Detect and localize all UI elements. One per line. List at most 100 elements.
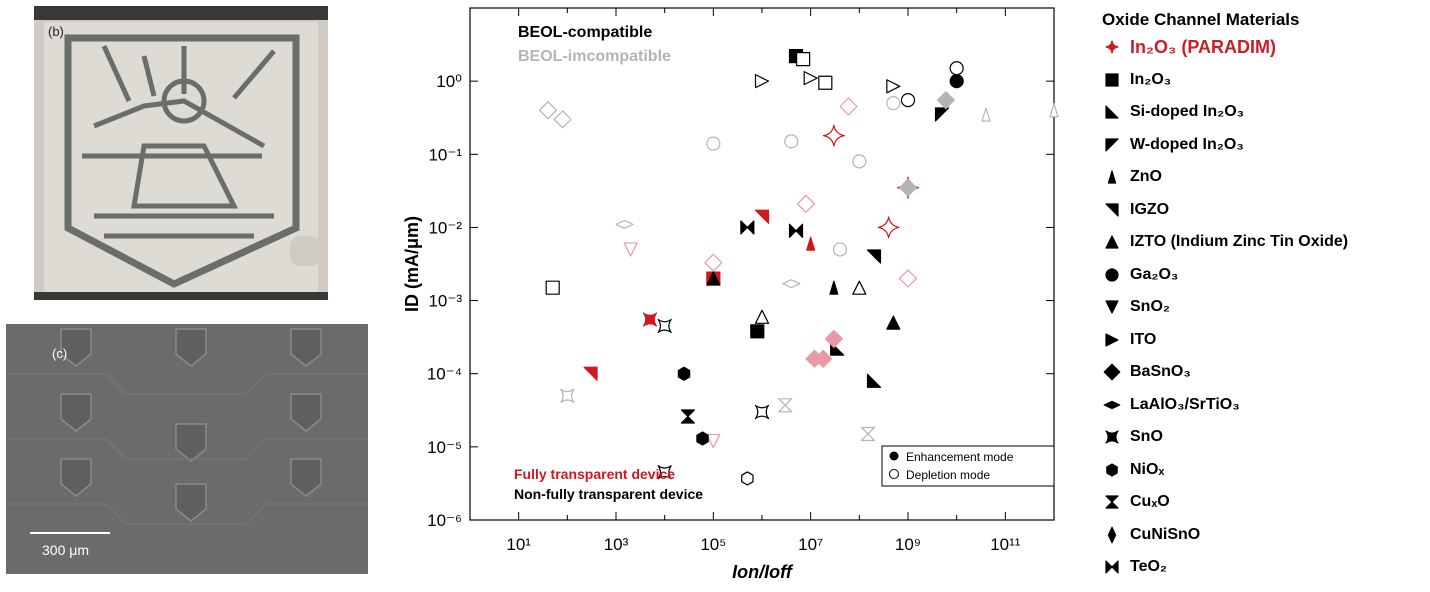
data-point-tri-right <box>754 74 770 89</box>
legend-item: Si-doped In₂O₃ <box>1100 99 1244 125</box>
legend-marker-tri-br <box>1105 105 1119 119</box>
data-point-tri-up <box>706 271 721 286</box>
legend-item: Ga₂O₃ <box>1100 262 1178 288</box>
y-tick-label: 10⁻¹ <box>428 145 462 164</box>
legend-item-label: CuNiSnO <box>1130 525 1201 543</box>
data-point-tri-right <box>803 71 818 86</box>
data-point-concave <box>560 388 575 403</box>
data-point-diamond <box>839 97 858 116</box>
legend-marker-shape <box>1107 170 1117 184</box>
legend-marker-hourglass <box>1105 495 1119 509</box>
x-tick-label: 10⁵ <box>700 535 726 554</box>
scale-bar-label: 300 μm <box>42 542 89 558</box>
legend-title: Oxide Channel Materials <box>1102 10 1300 29</box>
data-point-diamond <box>898 178 918 197</box>
legend-marker-thin-tri <box>1107 170 1117 184</box>
legend-marker-shape <box>1105 332 1119 347</box>
legend-marker-shape <box>1105 137 1119 152</box>
y-tick-label: 10⁰ <box>436 72 462 91</box>
scatter-chart: 10¹ 10³ 10⁵ 10⁷ 10⁹ 10¹¹ 10⁻⁶ 10⁻⁵ 10⁻⁴ 10⁻³ 10⁻²… <box>402 7 1059 582</box>
y-axis-label: ID (mA/μm) <box>402 216 422 312</box>
legend-item: ZnO <box>1100 164 1162 190</box>
data-point-flat-diamond <box>615 219 634 229</box>
panel-b-label: (b) <box>48 24 64 39</box>
data-point-diamond <box>814 349 833 368</box>
annotation-fully-transparent: Fully transparent device <box>514 466 675 482</box>
materials-legend: Oxide Channel Materials In₂O₃ (PARADIM) I… <box>1100 4 1425 584</box>
annotation-beol-compatible: BEOL-compatible <box>518 24 652 41</box>
data-point-concave <box>642 312 658 327</box>
data-point-bowtie <box>740 220 755 235</box>
data-points <box>538 48 1059 486</box>
legend-item-label: CuₓO <box>1130 493 1170 510</box>
data-point-tri-down <box>706 433 721 449</box>
data-point-thin-tri <box>981 107 991 122</box>
data-point-diamond <box>704 253 723 272</box>
photo-bottom-edge <box>34 292 328 300</box>
y-tick-label: 10⁻³ <box>428 292 462 311</box>
data-point-thin-tri <box>829 280 839 295</box>
data-point-hourglass <box>860 426 876 442</box>
data-point-tri-br <box>866 373 882 388</box>
data-point-circle <box>832 242 848 257</box>
shield-pattern <box>82 44 276 239</box>
legend-marker-shape <box>1105 495 1119 509</box>
data-point-circle <box>949 61 964 76</box>
micrograph-image <box>6 324 368 574</box>
panel-c-micrograph: (c) 300 μm <box>6 324 368 574</box>
data-point-tri-tr <box>583 366 598 381</box>
legend-marker-star4 <box>1105 40 1119 54</box>
legend-item-label: Si-doped In₂O₃ <box>1130 103 1245 120</box>
legend-item: W-doped In₂O₃ <box>1100 132 1244 158</box>
legend-item-label: BaSnO₃ <box>1130 363 1191 380</box>
annotation-beol-incompatible: BEOL-imcompatible <box>518 48 671 65</box>
x-tick-label: 10⁷ <box>798 535 823 554</box>
data-point-thin-tri <box>1049 103 1059 118</box>
legend-marker-flat-diamond <box>1103 400 1121 409</box>
legend-marker-shape <box>1105 72 1119 87</box>
legend-marker-tri-right <box>1105 332 1119 347</box>
x-tick-label: 10³ <box>604 535 629 554</box>
pixel-array-photo <box>34 6 328 300</box>
data-point-square <box>818 75 833 90</box>
legend-marker-hexagon <box>1106 462 1118 477</box>
x-tick-label: 10¹ <box>506 535 531 554</box>
data-point-circle <box>949 74 964 89</box>
legend-item-label: ZnO <box>1130 168 1162 185</box>
legend-marker-tri-tl <box>1105 137 1119 152</box>
data-point-circle <box>706 136 721 151</box>
legend-marker-shape <box>1107 526 1117 543</box>
legend-marker-bowtie <box>1105 560 1119 574</box>
data-point-tri-up <box>754 309 770 324</box>
legend-item: CuₓO <box>1100 489 1170 515</box>
x-tick-label: 10¹¹ <box>990 535 1021 554</box>
data-point-diamond <box>538 101 558 120</box>
y-tick-label: 10⁻² <box>428 218 462 237</box>
legend-item: NiOₓ <box>1100 457 1164 483</box>
data-point-hourglass <box>778 398 793 413</box>
legend-item: CuNiSnO <box>1100 522 1200 548</box>
data-point-circle <box>886 96 901 111</box>
annotation-non-fully-transparent: Non-fully transparent device <box>514 486 703 502</box>
data-point-star4 <box>822 124 845 147</box>
legend-item: SnO₂ <box>1100 294 1170 320</box>
legend-item: IZTO (Indium Zinc Tin Oxide) <box>1100 229 1348 255</box>
data-point-tri-tl <box>934 107 950 122</box>
data-point-tri-tr <box>866 249 882 264</box>
legend-marker-shape <box>1105 235 1119 249</box>
data-point-hexagon <box>741 471 754 486</box>
data-point-hourglass <box>680 409 695 424</box>
data-point-hexagon <box>677 366 691 381</box>
data-point-tri-tr <box>754 209 770 224</box>
legend-item: In₂O₃ (PARADIM) <box>1100 34 1276 60</box>
depletion-mode-label: Depletion mode <box>906 468 990 482</box>
legend-marker-shape <box>1105 40 1119 54</box>
mode-legend-box <box>881 445 1055 487</box>
panel-b-photo: (b) <box>34 6 328 300</box>
photo-corner-notch <box>290 236 320 266</box>
legend-item: SnO <box>1100 424 1163 450</box>
data-point-concave <box>657 465 672 480</box>
y-tick-label: 10⁻⁵ <box>427 438 462 457</box>
data-point-diamond <box>553 110 572 129</box>
legend-item-label: Ga₂O₃ <box>1130 265 1179 283</box>
